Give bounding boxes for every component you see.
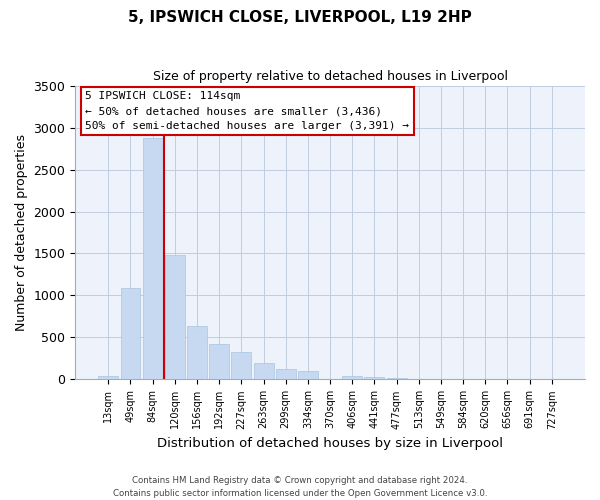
Text: Contains HM Land Registry data © Crown copyright and database right 2024.
Contai: Contains HM Land Registry data © Crown c… [113,476,487,498]
Bar [143,138,163,380]
Y-axis label: Number of detached properties: Number of detached properties [15,134,28,331]
X-axis label: Distribution of detached houses by size in Liverpool: Distribution of detached houses by size … [157,437,503,450]
Text: 5 IPSWICH CLOSE: 114sqm
← 50% of detached houses are smaller (3,436)
50% of semi: 5 IPSWICH CLOSE: 114sqm ← 50% of detache… [85,92,409,131]
Bar [98,376,118,380]
Bar [165,255,185,380]
Bar [364,377,385,380]
Title: Size of property relative to detached houses in Liverpool: Size of property relative to detached ho… [152,70,508,83]
Bar [121,288,140,380]
Bar [232,352,251,380]
Bar [276,368,296,380]
Bar [254,363,274,380]
Bar [342,376,362,380]
Bar [187,326,207,380]
Text: 5, IPSWICH CLOSE, LIVERPOOL, L19 2HP: 5, IPSWICH CLOSE, LIVERPOOL, L19 2HP [128,10,472,25]
Bar [386,378,407,380]
Bar [298,371,318,380]
Bar [209,344,229,380]
